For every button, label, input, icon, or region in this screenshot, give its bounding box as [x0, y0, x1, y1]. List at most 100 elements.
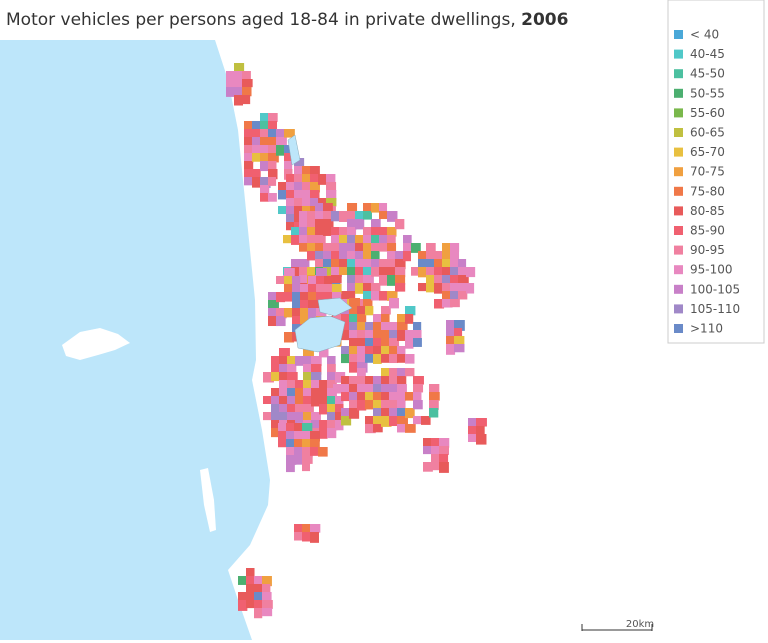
- map-area: [295, 356, 304, 366]
- map-area: [279, 348, 290, 358]
- map-area: [302, 524, 313, 535]
- map-area: [347, 283, 357, 294]
- map-area: [276, 316, 286, 327]
- legend-swatch: [674, 206, 683, 216]
- map-area: [431, 462, 440, 471]
- map-area: [315, 219, 325, 230]
- map-area: [268, 137, 279, 148]
- map-area: [262, 576, 272, 587]
- map-area: [363, 227, 374, 236]
- map-area: [327, 380, 337, 389]
- map-area: [381, 384, 390, 394]
- map-area: [434, 267, 443, 278]
- map-area: [442, 299, 453, 308]
- map-area: [327, 396, 337, 406]
- map-area: [397, 322, 408, 331]
- map-area: [434, 299, 445, 309]
- map-area: [307, 235, 317, 246]
- map-area: [379, 259, 389, 268]
- map-area: [413, 322, 422, 333]
- map-area: [287, 404, 298, 413]
- legend-swatch: [674, 265, 683, 275]
- map-area: [389, 346, 399, 357]
- map-area: [347, 267, 358, 277]
- map-area: [324, 284, 334, 294]
- map-area: [252, 137, 261, 148]
- map-area: [347, 251, 357, 261]
- legend-label: 50-55: [690, 86, 725, 100]
- map-area: [387, 243, 397, 252]
- map-area: [347, 243, 357, 253]
- map-area: [299, 235, 310, 245]
- map-area: [234, 95, 244, 106]
- map-area: [454, 336, 465, 347]
- map-area: [357, 376, 366, 387]
- map-area: [405, 408, 415, 419]
- map-area: [468, 418, 479, 429]
- map-area: [357, 314, 367, 323]
- map-area: [303, 348, 314, 359]
- map-area: [295, 396, 305, 407]
- map-area: [308, 292, 318, 302]
- map-area: [413, 384, 424, 393]
- map-area: [291, 267, 300, 277]
- map-area: [397, 400, 406, 410]
- map-area: [323, 211, 333, 220]
- map-area: [357, 306, 366, 317]
- map-area: [327, 428, 337, 439]
- legend-swatch: [674, 226, 683, 235]
- map-area: [284, 145, 293, 155]
- map-area: [363, 275, 374, 285]
- legend-swatch: [674, 245, 683, 255]
- map-area: [302, 532, 312, 542]
- map-area: [299, 243, 308, 252]
- map-area: [299, 259, 310, 269]
- map-area: [283, 235, 292, 244]
- map-area: [287, 396, 296, 407]
- map-area: [268, 300, 279, 309]
- map-area: [284, 161, 293, 170]
- map-area: [387, 227, 397, 237]
- map-area: [389, 322, 398, 333]
- map-area: [271, 372, 282, 382]
- map-area: [349, 384, 359, 394]
- map-area: [363, 211, 372, 220]
- map-area: [260, 121, 270, 132]
- map-area: [349, 306, 359, 316]
- map-area: [434, 275, 444, 284]
- map-area: [357, 354, 367, 363]
- map-area: [318, 198, 328, 207]
- map-area: [238, 592, 248, 602]
- map-area: [315, 259, 324, 270]
- map-area: [389, 384, 399, 395]
- map-area: [284, 153, 295, 164]
- map-area: [373, 408, 383, 418]
- map-area: [260, 145, 269, 156]
- map-area: [268, 145, 277, 155]
- legend-swatch: [674, 108, 683, 118]
- map-area: [276, 292, 286, 303]
- map-area: [442, 275, 452, 286]
- map-area: [268, 121, 278, 132]
- map-area: [323, 219, 334, 228]
- map-area: [411, 243, 421, 253]
- map-area: [341, 384, 352, 395]
- map-area: [287, 388, 296, 397]
- map-area: [331, 259, 342, 269]
- map-area: [434, 251, 444, 261]
- map-area: [365, 424, 376, 434]
- map-area: [327, 404, 338, 415]
- map-area: [310, 532, 319, 543]
- map-area: [310, 182, 320, 193]
- map-area: [339, 267, 349, 276]
- map-area: [252, 153, 261, 162]
- map-area: [389, 376, 398, 387]
- map-area: [349, 346, 359, 357]
- map-area: [357, 330, 367, 340]
- map-area: [349, 392, 358, 401]
- map-area: [260, 153, 270, 162]
- map-area: [292, 300, 303, 309]
- map-area: [311, 388, 320, 397]
- map-area: [271, 388, 281, 399]
- map-area: [311, 420, 320, 430]
